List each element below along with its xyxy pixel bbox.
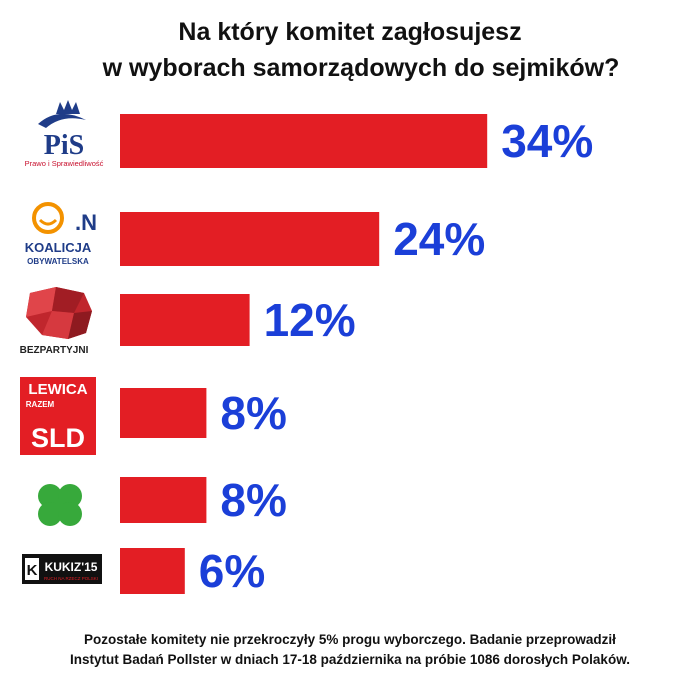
crown-icon <box>38 100 86 128</box>
bar-koalicja-obywatelska <box>120 212 380 266</box>
footer-line-1: Pozostałe komitety nie przekroczyły 5% p… <box>84 632 616 647</box>
bar-bezpartyjni <box>120 294 250 346</box>
kukiz-logo-text: KUKIZ'15 <box>45 560 98 574</box>
footer-line-2: Instytut Badań Pollster w dniach 17-18 p… <box>70 652 630 667</box>
bezpartyjni-logo-text: BEZPARTYJNI <box>20 345 89 355</box>
value-label-psl: 8% <box>220 474 286 526</box>
kukiz-logo-subtitle: RUCH NA RZECZ POLSKI <box>44 576 98 581</box>
value-label-kukiz15: 6% <box>199 545 265 597</box>
ko-logo-line-2: OBYWATELSKA <box>27 257 89 266</box>
lewica-logo-line-3: SLD <box>31 423 85 453</box>
ko-logo-line-1: KOALICJA <box>25 240 92 255</box>
pis-logo-subtitle: Prawo i Sprawiedliwość <box>25 159 104 168</box>
value-label-pis: 34% <box>501 115 593 167</box>
lewica-logo-line-2: RAZEM <box>26 400 55 409</box>
pis-logo-text: PiS <box>44 130 84 161</box>
value-label-bezpartyjni: 12% <box>264 294 356 346</box>
lewica-logo-line-1: LEWICA <box>28 381 87 398</box>
value-label-koalicja-obywatelska: 24% <box>393 213 485 265</box>
koalicja-obywatelska-logo: .N KOALICJA OBYWATELSKA <box>25 202 97 266</box>
smile-icon <box>32 202 64 234</box>
footer-note: Pozostałe komitety nie przekroczyły 5% p… <box>0 630 700 670</box>
four-leaf-clover-icon <box>38 484 82 526</box>
lewica-razem-sld-logo: LEWICA RAZEM SLD <box>20 377 96 455</box>
title-line-1: Na który komitet zagłosujesz <box>178 18 522 46</box>
kukiz-k-icon: K <box>27 562 38 579</box>
bar-kukiz15 <box>120 548 185 594</box>
ko-logo-mark: .N <box>75 210 97 235</box>
value-label-lewica-razem-sld: 8% <box>220 387 286 439</box>
pis-logo: PiS Prawo i Sprawiedliwość <box>25 100 104 168</box>
poland-map-icon <box>26 287 92 339</box>
psl-logo <box>38 484 82 526</box>
bar-pis <box>120 114 488 168</box>
title-line-2: w wyborach samorządowych do sejmików? <box>102 54 620 82</box>
kukiz15-logo: K KUKIZ'15 RUCH NA RZECZ POLSKI <box>22 554 102 584</box>
bezpartyjni-logo: BEZPARTYJNI <box>20 287 92 355</box>
bar-lewica-razem-sld <box>120 388 207 438</box>
chart-title: Na który komitet zagłosujesz w wyborach … <box>0 14 700 86</box>
bar-psl <box>120 477 207 523</box>
